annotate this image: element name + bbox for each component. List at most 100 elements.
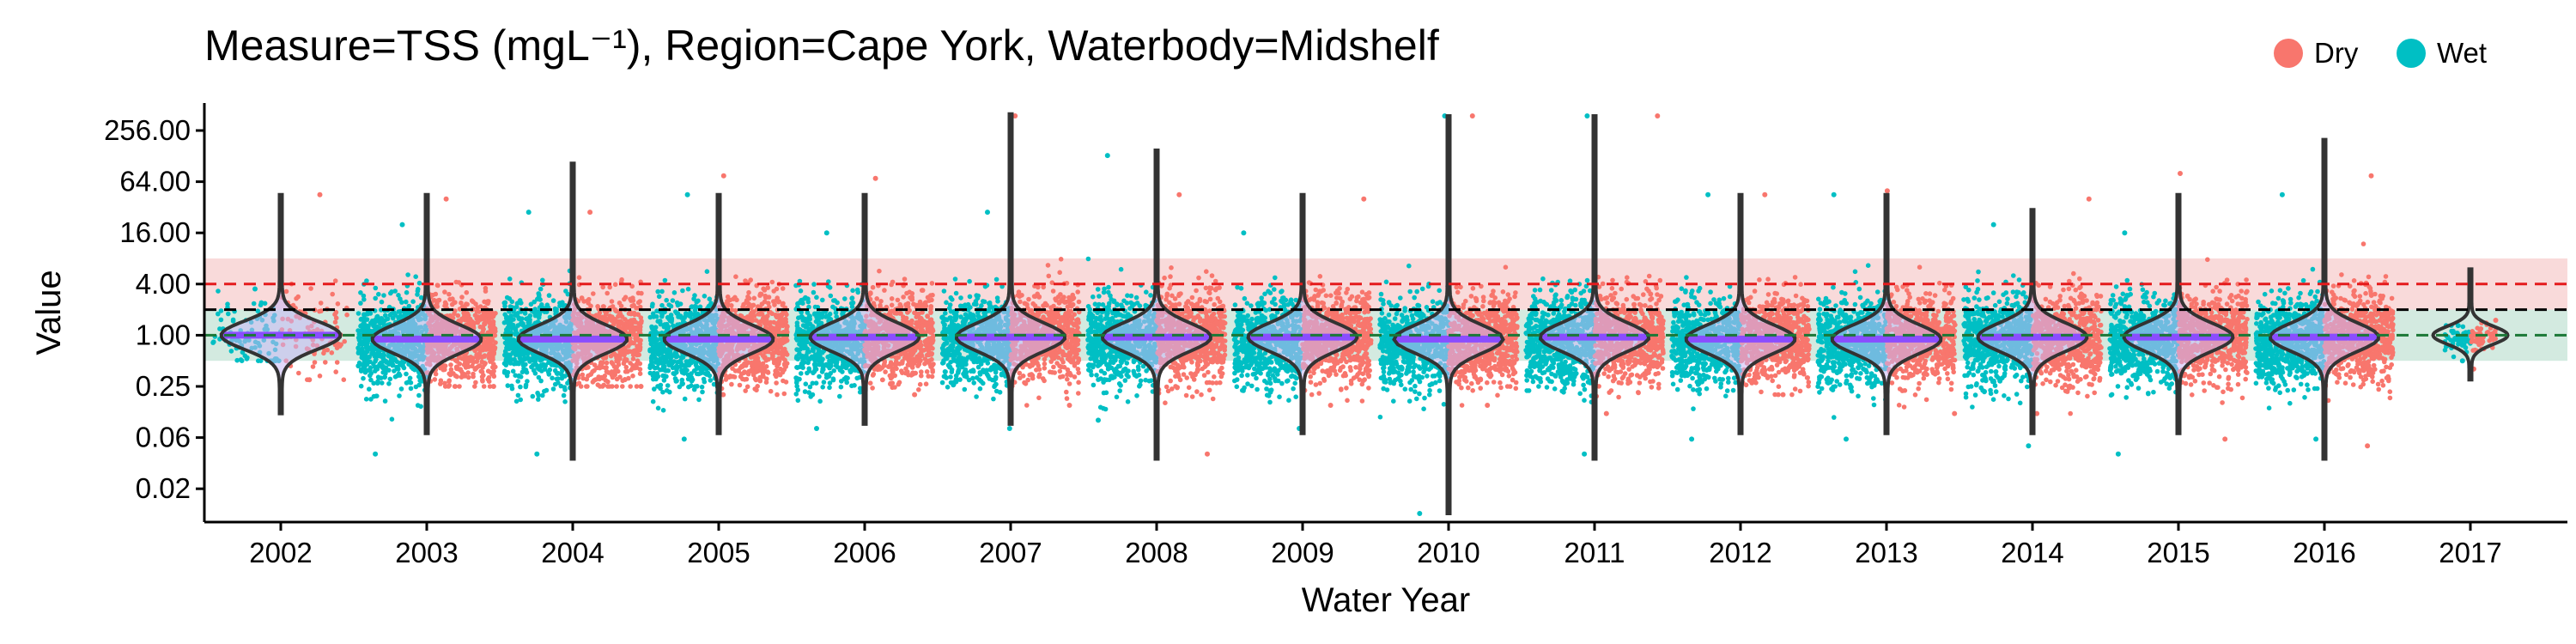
wet-point <box>663 368 669 374</box>
wet-point <box>508 313 514 319</box>
wet-point <box>658 382 664 388</box>
wet-point <box>398 362 403 368</box>
wet-point <box>536 309 541 314</box>
wet-point <box>692 384 698 389</box>
wet-point <box>795 387 800 392</box>
wet-point <box>665 383 671 388</box>
dry-point <box>751 295 757 301</box>
wet-point <box>684 191 690 197</box>
wet-point <box>371 380 377 386</box>
dry-point <box>870 386 875 391</box>
wet-point <box>526 210 532 216</box>
dry-point <box>635 312 641 317</box>
dry-point <box>600 304 606 309</box>
dry-point <box>453 357 459 363</box>
dry-point <box>484 343 490 349</box>
dry-point <box>308 286 313 291</box>
dry-point <box>772 302 777 307</box>
dry-point <box>774 298 779 303</box>
dry-point <box>783 310 788 316</box>
dry-point <box>631 310 637 316</box>
wet-point <box>675 301 681 307</box>
wet-point <box>255 308 261 314</box>
dry-point <box>729 381 734 387</box>
dry-point <box>454 374 459 380</box>
dry-point <box>487 317 492 322</box>
dry-point <box>443 196 449 202</box>
wet-point <box>547 367 553 373</box>
wet-point <box>708 378 714 383</box>
wet-point <box>850 288 855 294</box>
dry-point <box>336 341 341 347</box>
dry-point <box>752 376 758 381</box>
wet-point <box>689 377 694 383</box>
wet-point <box>795 398 801 404</box>
wet-point <box>373 285 379 291</box>
dry-point <box>738 374 744 380</box>
dry-point <box>442 289 447 295</box>
dry-point <box>474 352 479 357</box>
wet-point <box>513 331 518 337</box>
dry-point <box>471 374 476 380</box>
wet-point <box>562 399 568 404</box>
dry-point <box>623 325 629 331</box>
wet-point <box>668 355 674 361</box>
wet-point <box>678 315 684 320</box>
wet-point <box>840 369 845 374</box>
wet-point <box>795 336 800 342</box>
dry-point <box>774 380 779 386</box>
wet-point <box>359 353 365 359</box>
dry-point <box>438 381 443 386</box>
wet-point <box>376 291 381 297</box>
wet-point <box>814 318 820 324</box>
wet-point <box>527 313 533 319</box>
dry-point <box>634 306 639 311</box>
wet-point <box>361 364 367 369</box>
dry-point <box>783 364 788 369</box>
wet-point <box>413 384 419 390</box>
wet-point <box>258 358 264 364</box>
dry-point <box>902 276 908 282</box>
wet-point <box>689 360 694 366</box>
wet-point <box>838 384 844 390</box>
wet-point <box>398 386 404 392</box>
wet-point <box>674 311 679 316</box>
wet-point <box>513 352 519 358</box>
wet-point <box>410 299 416 305</box>
wet-point <box>550 298 556 303</box>
wet-point <box>699 384 705 390</box>
dry-point <box>455 313 461 319</box>
wet-point <box>654 365 660 370</box>
wet-point <box>415 403 421 408</box>
dry-point <box>870 284 876 290</box>
dry-point <box>484 300 489 306</box>
chart-title: Measure=TSS (mgL⁻¹), Region=Cape York, W… <box>204 21 1439 70</box>
wet-point <box>507 346 513 351</box>
wet-point <box>390 358 396 364</box>
dry-point <box>473 301 478 307</box>
dry-point <box>614 365 619 370</box>
dry-point <box>734 297 739 303</box>
wet-point <box>401 313 407 319</box>
dry-point <box>486 374 492 380</box>
wet-point <box>372 345 378 351</box>
wet-point <box>670 298 676 303</box>
dry-point <box>592 378 597 383</box>
wet-point <box>823 230 829 236</box>
dry-point <box>448 362 453 368</box>
wet-point <box>823 374 829 380</box>
dry-point <box>618 303 624 309</box>
dry-point <box>737 382 743 388</box>
dry-point <box>481 384 487 389</box>
dry-point <box>493 329 498 334</box>
dry-point <box>491 361 496 367</box>
wet-point <box>534 451 540 457</box>
wet-point <box>380 380 385 386</box>
wet-point <box>375 379 380 385</box>
wet-point <box>686 313 692 319</box>
dry-point <box>775 359 781 364</box>
wet-point <box>518 317 523 323</box>
wet-point <box>515 392 521 398</box>
wet-point <box>659 367 665 373</box>
wet-point <box>361 293 367 299</box>
